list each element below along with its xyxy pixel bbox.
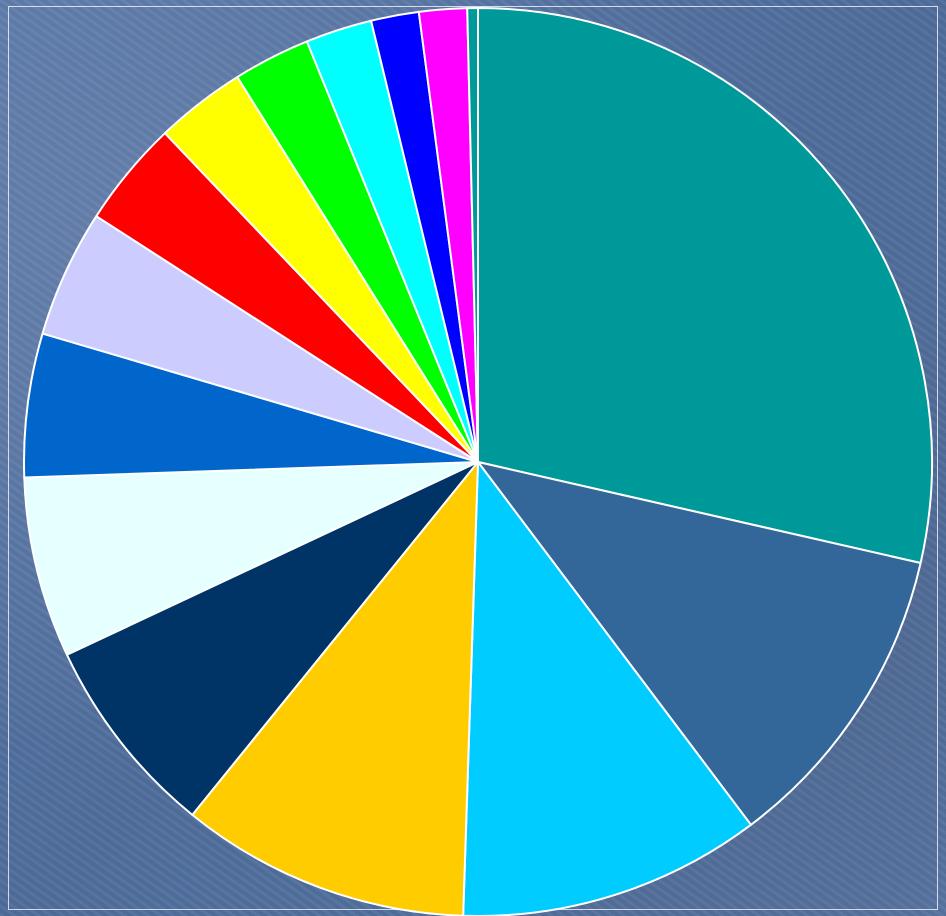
pie-slice-1: [477, 7, 933, 565]
pie-slice-15: [466, 7, 479, 463]
pie-slice-5: [65, 461, 479, 816]
pie-slice-7: [23, 332, 479, 479]
pie-slice-6: [23, 461, 479, 656]
pie-slice-4: [191, 461, 479, 916]
pie-slice-2: [477, 461, 922, 826]
pie-slices: [23, 7, 933, 916]
